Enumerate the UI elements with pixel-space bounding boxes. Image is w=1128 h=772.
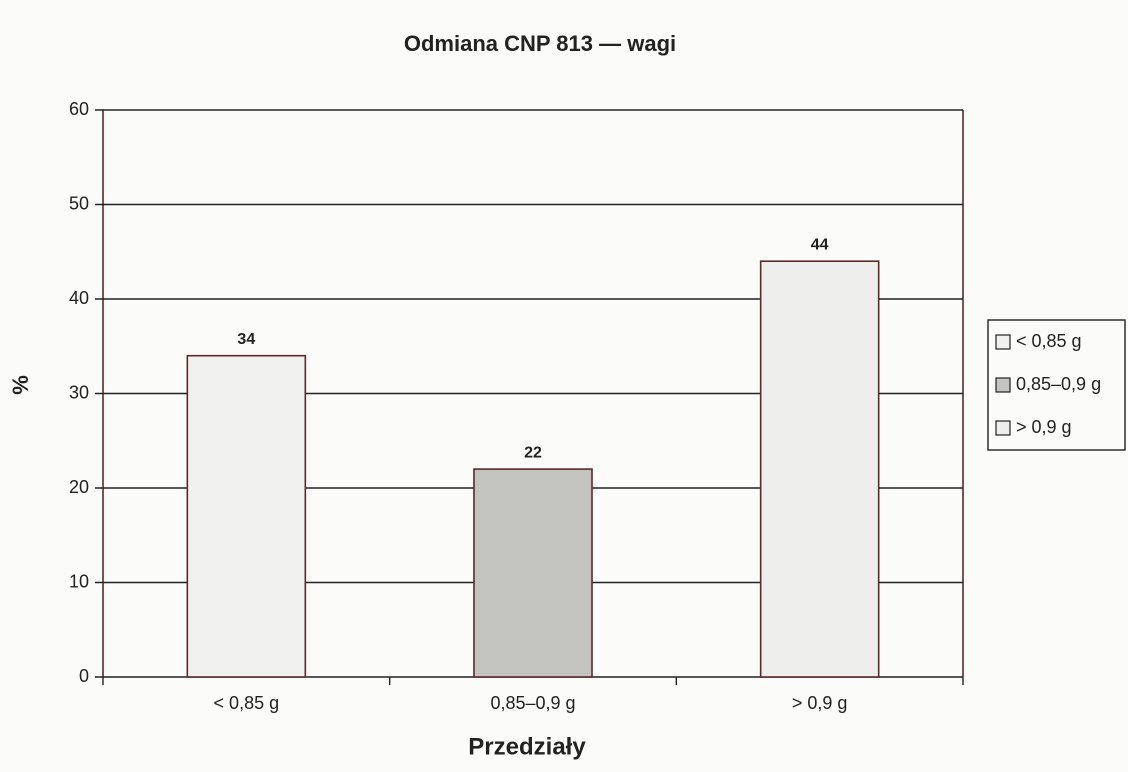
legend-label: > 0,9 g xyxy=(1016,417,1072,437)
y-tick-label: 40 xyxy=(69,288,89,308)
data-label: 44 xyxy=(811,236,829,253)
legend-label: < 0,85 g xyxy=(1016,331,1082,351)
x-tick-label: 0,85–0,9 g xyxy=(490,693,575,713)
y-tick-label: 0 xyxy=(79,666,89,686)
x-tick-label: < 0,85 g xyxy=(214,693,280,713)
legend-swatch xyxy=(995,334,1011,350)
data-label: 34 xyxy=(237,331,255,348)
y-tick-label: 20 xyxy=(69,477,89,497)
y-tick-label: 50 xyxy=(69,193,89,213)
x-tick-label: > 0,9 g xyxy=(792,693,848,713)
y-axis-label: % xyxy=(8,375,33,395)
y-tick-label: 30 xyxy=(69,382,89,402)
legend-swatch xyxy=(995,377,1011,393)
legend-swatch xyxy=(995,420,1011,436)
legend-box xyxy=(987,319,1126,451)
y-tick-label: 60 xyxy=(69,99,89,119)
bar xyxy=(473,468,593,678)
bar xyxy=(759,260,880,678)
y-tick-label: 10 xyxy=(69,571,89,591)
data-label: 22 xyxy=(524,444,542,461)
x-axis-label: Przedziały xyxy=(468,733,586,760)
chart-title: Odmiana CNP 813 — wagi xyxy=(404,31,676,56)
legend-label: 0,85–0,9 g xyxy=(1016,374,1101,394)
bar xyxy=(186,354,307,678)
